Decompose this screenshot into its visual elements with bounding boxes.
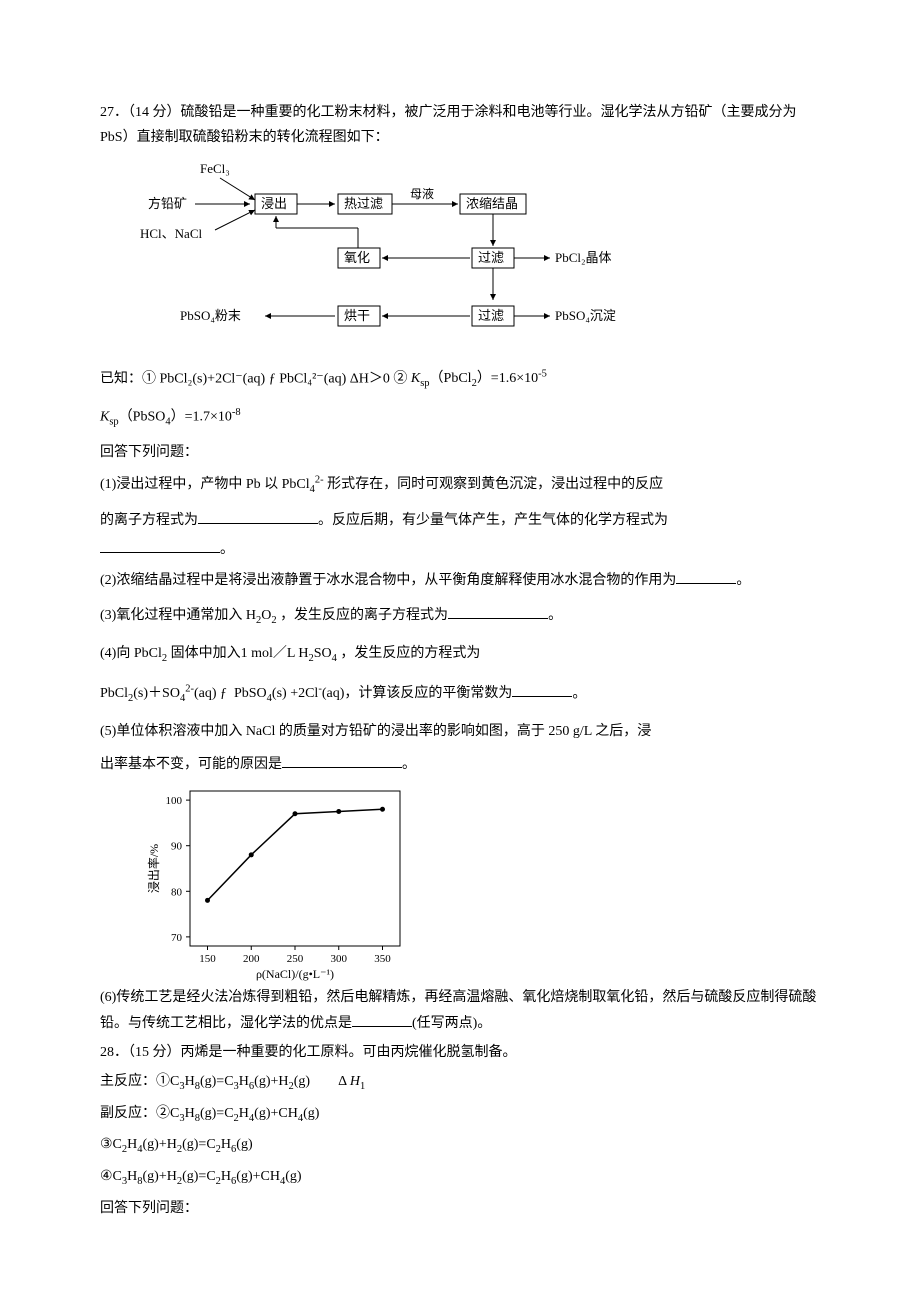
q27-sub6: (6)传统工艺是经火法冶炼得到粗铅，然后电解精炼，再经高温熔融、氧化焙烧制取氧化… (100, 985, 820, 1035)
flow-box1: 浸出 (261, 196, 287, 211)
known-line1: 已知：① PbCl₂(s)+2Cl⁻(aq) ƒ PbCl₄²⁻(aq) ΔH＞… (100, 366, 820, 394)
sub1-a: (1)浸出过程中，产物中 Pb 以 PbCl42- 形式存在，同时可观察到黄色沉… (100, 477, 663, 492)
svg-text:浸出率/%: 浸出率/% (146, 844, 161, 893)
svg-text:350: 350 (374, 953, 391, 965)
known-eq1: PbCl₂(s)+2Cl⁻(aq) ƒ PbCl₄²⁻(aq) ΔH＞0 (160, 371, 390, 386)
blank5 (512, 683, 572, 697)
sub6-b: (任写两点)。 (412, 1016, 491, 1031)
q27-sub4a: (4)向 PbCl2 固体中加入1 mol／L H2SO4 ，发生反应的方程式为 (100, 641, 820, 669)
q27-sub3: (3)氧化过程中通常加入 H2O2 ，发生反应的离子方程式为 。 (100, 603, 820, 631)
blank7 (352, 1013, 412, 1027)
main-label: 主反应： (100, 1074, 156, 1089)
known-suffix: ② (390, 371, 411, 386)
eq2: ②C3H8(g)=C2H4(g)+CH4(g) (156, 1106, 319, 1121)
sub3-a: (3)氧化过程中通常加入 H2O2 ，发生反应的离子方程式为 (100, 608, 448, 623)
sub4-eq: PbCl2(s)＋SO42-(aq) ƒ PbSO4(s) +2Cl-(aq)，… (100, 686, 512, 701)
blank6 (282, 754, 402, 768)
svg-text:70: 70 (171, 932, 183, 944)
sub1-c: 。反应后期，有少量气体产生，产生气体的化学方程式为 (318, 513, 668, 528)
svg-text:150: 150 (199, 953, 216, 965)
known-prefix: 已知：① (100, 371, 160, 386)
blank1 (198, 510, 318, 524)
q27-sub2: (2)浓缩结晶过程中是将浸出液静置于冰水混合物中，从平衡角度解释使用冰水混合物的… (100, 568, 820, 593)
known-ksp1: Ksp（PbCl2）=1.6×10-5 (411, 371, 547, 386)
side-label: 副反应： (100, 1106, 156, 1121)
q28-eq2: 副反应：②C3H8(g)=C2H4(g)+CH4(g) (100, 1101, 820, 1129)
chart-svg: 70 80 90 100 150 200 250 300 350 ρ(NaCl)/(g•L⁻¹) 浸… (140, 781, 420, 981)
svg-text:200: 200 (243, 953, 260, 965)
svg-text:ρ(NaCl)/(g•L⁻¹): ρ(NaCl)/(g•L⁻¹) (256, 967, 334, 981)
q27-sub1b: 的离子方程式为 。反应后期，有少量气体产生，产生气体的化学方程式为 (100, 508, 820, 533)
answer-prompt: 回答下列问题： (100, 440, 820, 465)
flow-box2: 热过滤 (344, 196, 383, 211)
known-ksp2: Ksp（PbSO4）=1.7×10-8 (100, 404, 820, 432)
flow-box3: 浓缩结晶 (466, 196, 518, 211)
sub3-b: 。 (548, 608, 562, 623)
sub1-b: 的离子方程式为 (100, 513, 198, 528)
svg-text:300: 300 (331, 953, 348, 965)
flow-box6: 烘干 (344, 308, 370, 323)
q28-eq1: 主反应：①C3H8(g)=C3H6(g)+H2(g) Δ H1 (100, 1069, 820, 1097)
q27-sub4eq: PbCl2(s)＋SO42-(aq) ƒ PbSO4(s) +2Cl-(aq)，… (100, 681, 820, 709)
q28-eq3: ③C2H4(g)+H2(g)=C2H6(g) (100, 1132, 820, 1160)
flow-input1: FeCl₃ (200, 161, 230, 176)
sub2-a: (2)浓缩结晶过程中是将浸出液静置于冰水混合物中，从平衡角度解释使用冰水混合物的… (100, 573, 676, 588)
svg-text:90: 90 (171, 841, 183, 853)
flow-box7: 过滤 (478, 308, 504, 323)
flow-input2: 方铅矿 (148, 196, 187, 211)
sub2-b: 。 (736, 573, 750, 588)
sub5-b: 出率基本不变，可能的原因是 (100, 757, 282, 772)
flow-out3: PbSO₄沉淀 (555, 308, 616, 323)
q28-eq4: ④C3H8(g)+H2(g)=C2H6(g)+CH4(g) (100, 1164, 820, 1192)
sub4-b: 。 (572, 686, 586, 701)
q27-sub1: (1)浸出过程中，产物中 Pb 以 PbCl42- 形式存在，同时可观察到黄色沉… (100, 471, 820, 499)
svg-text:100: 100 (166, 796, 183, 808)
flow-out2: PbSO₄粉末 (180, 308, 241, 323)
q28-answer-prompt: 回答下列问题： (100, 1196, 820, 1221)
q28-header: 28．（15 分）丙烯是一种重要的化工原料。可由丙烷催化脱氢制备。 (100, 1040, 820, 1065)
q27-sub1d: 。 (100, 537, 820, 562)
q27-header: 27．（14 分）硫酸铅是一种重要的化工粉末材料，被广泛用于涂料和电池等行业。湿… (100, 100, 820, 150)
eq1: ①C3H8(g)=C3H6(g)+H2(g) Δ H1 (156, 1074, 365, 1089)
flow-label-muye: 母液 (410, 186, 434, 201)
sub4-a: (4)向 PbCl2 固体中加入1 mol／L H2SO4 ，发生反应的方程式为 (100, 646, 480, 661)
flow-out1: PbCl₂晶体 (555, 250, 612, 265)
leach-rate-chart: 70 80 90 100 150 200 250 300 350 ρ(NaCl)/(g•L⁻¹) 浸… (140, 781, 420, 981)
q27-sub5b: 出率基本不变，可能的原因是 。 (100, 752, 820, 777)
blank3 (676, 570, 736, 584)
flow-box5: 过滤 (478, 250, 504, 265)
flow-svg: FeCl₃ 方铅矿 HCl、NaCl 浸出 热过滤 母液 浓缩结晶 氧化 过滤 … (140, 158, 640, 348)
flow-input3: HCl、NaCl (140, 226, 203, 241)
q27-sub5a: (5)单位体积溶液中加入 NaCl 的质量对方铅矿的浸出率的影响如图，高于 25… (100, 719, 820, 744)
svg-text:80: 80 (171, 887, 183, 899)
flow-box4: 氧化 (344, 250, 370, 265)
sub1-d: 。 (220, 542, 234, 557)
blank4 (448, 605, 548, 619)
blank2 (100, 539, 220, 553)
sub5-c: 。 (402, 757, 416, 772)
svg-text:250: 250 (287, 953, 304, 965)
flow-diagram: FeCl₃ 方铅矿 HCl、NaCl 浸出 热过滤 母液 浓缩结晶 氧化 过滤 … (140, 158, 640, 357)
